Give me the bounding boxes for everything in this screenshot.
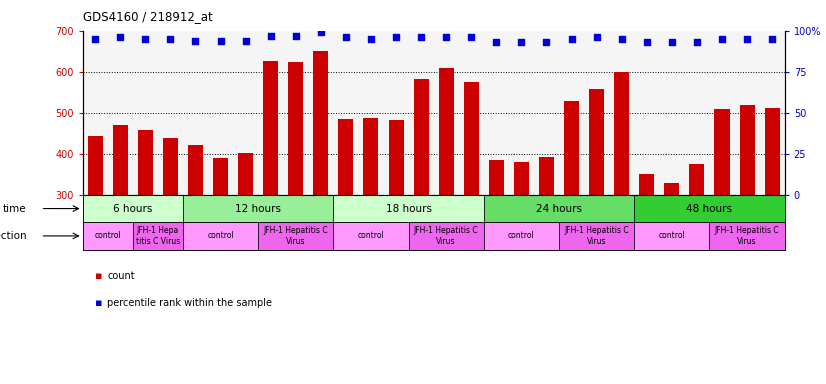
Text: ▪: ▪	[95, 298, 102, 308]
Bar	[765, 108, 780, 195]
Text: time: time	[2, 204, 26, 214]
Bar	[88, 136, 102, 195]
Text: 18 hours: 18 hours	[386, 204, 431, 214]
Point	[715, 36, 729, 42]
Point	[766, 36, 779, 42]
Point	[740, 36, 753, 42]
Bar	[564, 101, 579, 195]
Text: control: control	[358, 232, 384, 240]
Bar	[313, 51, 329, 195]
Bar	[258, 222, 334, 250]
Point	[314, 29, 327, 35]
Text: control: control	[94, 232, 121, 240]
Bar	[138, 131, 153, 195]
Bar	[634, 222, 710, 250]
Point	[465, 34, 478, 40]
Text: JFH-1 Hepatitis C
Virus: JFH-1 Hepatitis C Virus	[263, 226, 328, 246]
Bar	[484, 222, 559, 250]
Text: count: count	[107, 271, 135, 281]
Text: GDS4160 / 218912_at: GDS4160 / 218912_at	[83, 10, 212, 23]
Bar	[414, 79, 429, 195]
Text: JFH-1 Hepatitis C
Virus: JFH-1 Hepatitis C Virus	[714, 226, 780, 246]
Bar	[639, 174, 654, 195]
Point	[691, 39, 704, 45]
Text: control: control	[658, 232, 686, 240]
Text: percentile rank within the sample: percentile rank within the sample	[107, 298, 273, 308]
Bar	[388, 120, 404, 195]
Point	[665, 39, 678, 45]
Bar	[484, 195, 634, 222]
Point	[415, 34, 428, 40]
Bar	[363, 118, 378, 195]
Point	[590, 34, 603, 40]
Bar	[539, 157, 554, 195]
Bar	[589, 89, 604, 195]
Point	[189, 38, 202, 44]
Bar	[710, 222, 785, 250]
Point	[540, 39, 553, 45]
Bar	[664, 184, 679, 195]
Point	[289, 33, 302, 39]
Bar	[489, 161, 504, 195]
Bar	[83, 195, 183, 222]
Text: 24 hours: 24 hours	[536, 204, 582, 214]
Point	[640, 39, 653, 45]
Bar	[439, 68, 453, 195]
Bar	[514, 162, 529, 195]
Point	[389, 34, 402, 40]
Bar	[334, 195, 484, 222]
Bar	[334, 222, 409, 250]
Bar	[183, 222, 258, 250]
Bar	[163, 138, 178, 195]
Bar	[112, 125, 128, 195]
Bar	[288, 62, 303, 195]
Point	[164, 36, 177, 42]
Text: JFH-1 Hepa
titis C Virus: JFH-1 Hepa titis C Virus	[135, 226, 180, 246]
Point	[615, 36, 629, 42]
Point	[565, 36, 578, 42]
Text: JFH-1 Hepatitis C
Virus: JFH-1 Hepatitis C Virus	[564, 226, 629, 246]
Text: 48 hours: 48 hours	[686, 204, 733, 214]
Text: control: control	[508, 232, 534, 240]
Bar	[213, 158, 228, 195]
Bar	[188, 145, 203, 195]
Bar	[339, 119, 354, 195]
Point	[139, 36, 152, 42]
Bar	[559, 222, 634, 250]
Bar	[634, 195, 785, 222]
Bar	[183, 195, 334, 222]
Bar	[238, 152, 253, 195]
Point	[439, 34, 453, 40]
Text: 12 hours: 12 hours	[235, 204, 281, 214]
Bar	[133, 222, 183, 250]
Text: ▪: ▪	[95, 271, 102, 281]
Point	[364, 36, 377, 42]
Text: control: control	[207, 232, 234, 240]
Bar	[615, 72, 629, 195]
Bar	[739, 106, 755, 195]
Point	[339, 34, 353, 40]
Text: JFH-1 Hepatitis C
Virus: JFH-1 Hepatitis C Virus	[414, 226, 478, 246]
Bar	[690, 164, 705, 195]
Point	[515, 39, 528, 45]
Point	[490, 39, 503, 45]
Bar	[714, 109, 729, 195]
Point	[264, 33, 278, 39]
Bar	[463, 82, 479, 195]
Point	[88, 36, 102, 42]
Text: infection: infection	[0, 231, 26, 241]
Bar	[263, 61, 278, 195]
Point	[214, 38, 227, 44]
Point	[114, 34, 127, 40]
Point	[239, 38, 252, 44]
Text: 6 hours: 6 hours	[113, 204, 153, 214]
Bar	[83, 222, 133, 250]
Bar	[409, 222, 484, 250]
